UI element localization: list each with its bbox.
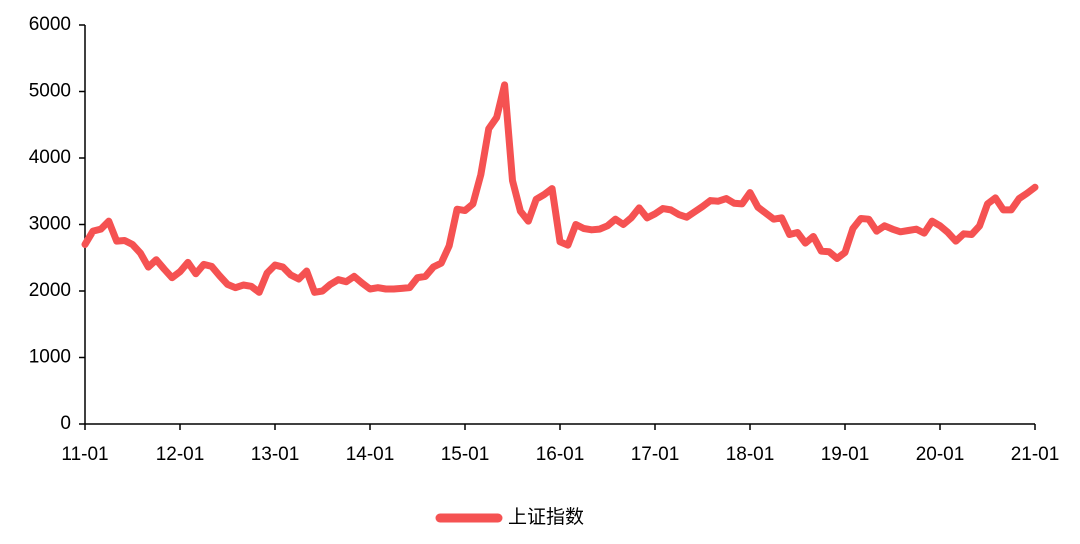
x-tick-label: 21-01 [1011, 444, 1060, 465]
legend-label: 上证指数 [508, 506, 584, 528]
y-tick-label: 0 [60, 413, 71, 434]
x-tick-label: 12-01 [156, 444, 205, 465]
y-tick-label: 3000 [29, 214, 71, 235]
y-tick-label: 4000 [29, 147, 71, 168]
y-tick-label: 6000 [29, 14, 71, 35]
x-tick-label: 13-01 [251, 444, 300, 465]
x-tick-label: 11-01 [61, 444, 108, 465]
x-tick-label: 16-01 [536, 444, 585, 465]
y-tick-label: 5000 [29, 81, 71, 102]
x-tick-label: 14-01 [346, 444, 395, 465]
y-tick-label: 2000 [29, 280, 71, 301]
x-tick-label: 15-01 [441, 444, 490, 465]
x-tick-label: 19-01 [821, 444, 870, 465]
x-tick-label: 17-01 [631, 444, 680, 465]
y-tick-label: 1000 [29, 347, 71, 368]
series-line [81, 81, 1039, 296]
x-tick-label: 20-01 [916, 444, 965, 465]
x-tick-label: 18-01 [726, 444, 775, 465]
